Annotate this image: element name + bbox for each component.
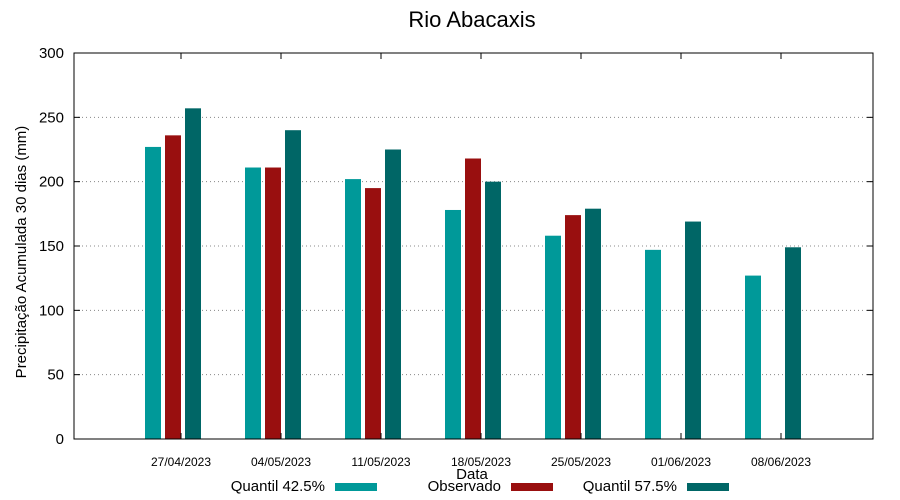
bar-observado-3 — [465, 158, 481, 440]
y-tick-label: 0 — [56, 431, 64, 448]
bars — [145, 108, 801, 440]
legend-label: Quantil 57.5% — [583, 478, 677, 495]
legend-label: Observado — [428, 478, 501, 495]
bar-quantil-42-5--3 — [445, 209, 461, 439]
bar-observado-4 — [565, 215, 581, 439]
bar-quantil-57-5--0 — [185, 108, 201, 440]
legend-swatch — [511, 483, 553, 491]
x-tick-label: 08/06/2023 — [751, 455, 811, 469]
legend-label: Quantil 42.5% — [231, 478, 325, 495]
legend: Quantil 42.5% Observado Quantil 57.5% — [231, 478, 729, 495]
chart-title: Rio Abacaxis — [408, 7, 535, 32]
bar-quantil-57-5--1 — [285, 130, 301, 439]
legend-swatch — [687, 483, 729, 491]
bar-quantil-42-5--4 — [545, 235, 561, 439]
y-tick-label: 100 — [39, 302, 64, 319]
legend-swatch — [335, 483, 377, 491]
x-tick-label: 25/05/2023 — [551, 455, 611, 469]
bar-observado-2 — [365, 188, 381, 439]
bar-quantil-42-5--2 — [345, 179, 361, 440]
bar-quantil-57-5--4 — [585, 208, 601, 439]
x-tick-label: 04/05/2023 — [251, 455, 311, 469]
bar-quantil-57-5--3 — [485, 181, 501, 439]
y-axis-label: Precipitação Acumulada 30 dias (mm) — [13, 126, 30, 379]
x-axis: 27/04/2023 04/05/2023 11/05/2023 18/05/2023… — [151, 53, 811, 469]
y-tick-label: 250 — [39, 109, 64, 126]
bar-quantil-42-5--1 — [245, 167, 261, 439]
y-tick-label: 300 — [39, 45, 64, 62]
y-tick-label: 150 — [39, 238, 64, 255]
bar-quantil-57-5--5 — [685, 221, 701, 439]
y-tick-label: 50 — [47, 367, 64, 384]
bar-observado-1 — [265, 167, 281, 439]
bar-quantil-57-5--6 — [785, 247, 801, 439]
y-axis: 0 50 100 150 200 250 300 — [39, 45, 873, 448]
x-tick-label: 18/05/2023 — [451, 455, 511, 469]
x-tick-label: 01/06/2023 — [651, 455, 711, 469]
bar-quantil-57-5--2 — [385, 149, 401, 439]
bar-quantil-42-5--6 — [745, 275, 761, 439]
y-tick-label: 200 — [39, 174, 64, 191]
bar-quantil-42-5--0 — [145, 146, 161, 439]
bar-observado-0 — [165, 135, 181, 439]
x-tick-label: 11/05/2023 — [351, 455, 410, 469]
x-tick-label: 27/04/2023 — [151, 455, 211, 469]
bar-quantil-42-5--5 — [645, 249, 661, 439]
x-axis-label: Data — [456, 466, 488, 483]
